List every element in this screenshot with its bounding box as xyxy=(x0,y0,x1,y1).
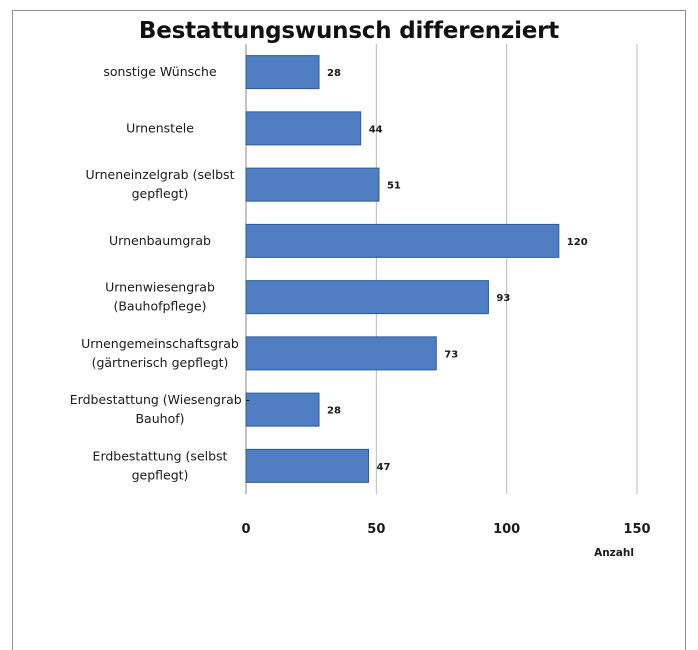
data-label-4: 120 xyxy=(567,237,588,248)
category-label-4: Urnenbaumgrab xyxy=(109,233,211,248)
bar-3 xyxy=(245,167,380,202)
data-label-1: 28 xyxy=(327,68,341,79)
data-label-5: 93 xyxy=(496,293,510,304)
bar-6 xyxy=(245,336,437,371)
category-label-2: Urnenstele xyxy=(126,120,194,135)
data-label-8: 47 xyxy=(377,462,391,473)
x-tick-label-0: 0 xyxy=(241,522,250,537)
data-label-7: 28 xyxy=(327,406,341,417)
chart-title: Bestattungswunsch differenziert xyxy=(138,18,560,44)
labels: 28 sonstige Wünsche 44 Urnenstele 51 Urnenein… xyxy=(70,64,651,559)
x-tick-label-100: 100 xyxy=(493,522,520,537)
bar-4 xyxy=(245,223,560,258)
bar-8 xyxy=(245,448,370,483)
category-label-7: Erdbestattung (Wiesengrab -Bauhof) xyxy=(70,392,250,426)
category-label-1: sonstige Wünsche xyxy=(103,64,217,79)
bars xyxy=(245,55,560,483)
data-label-6: 73 xyxy=(444,349,458,360)
category-label-3: Urneneinzelgrab (selbst gepflegt) xyxy=(86,167,235,201)
category-label-8: Erdbestattung (selbst gepflegt) xyxy=(93,448,228,482)
data-label-3: 51 xyxy=(387,181,401,192)
x-tick-label-150: 150 xyxy=(623,522,650,537)
bar-chart: 28 sonstige Wünsche 44 Urnenstele 51 Urnenein… xyxy=(70,44,651,559)
category-label-5: Urnenwiesengrab (Bauhofpflege) xyxy=(105,280,215,314)
x-axis-title: Anzahl xyxy=(594,547,634,559)
bar-7 xyxy=(245,392,320,427)
bar-2 xyxy=(245,111,362,146)
x-tick-label-50: 50 xyxy=(367,522,385,537)
data-label-2: 44 xyxy=(369,124,383,135)
bar-1 xyxy=(245,55,320,90)
category-label-6: Urnengemeinschaftsgrab (gärtnerisch gepfl… xyxy=(81,336,239,370)
bar-5 xyxy=(245,280,489,315)
